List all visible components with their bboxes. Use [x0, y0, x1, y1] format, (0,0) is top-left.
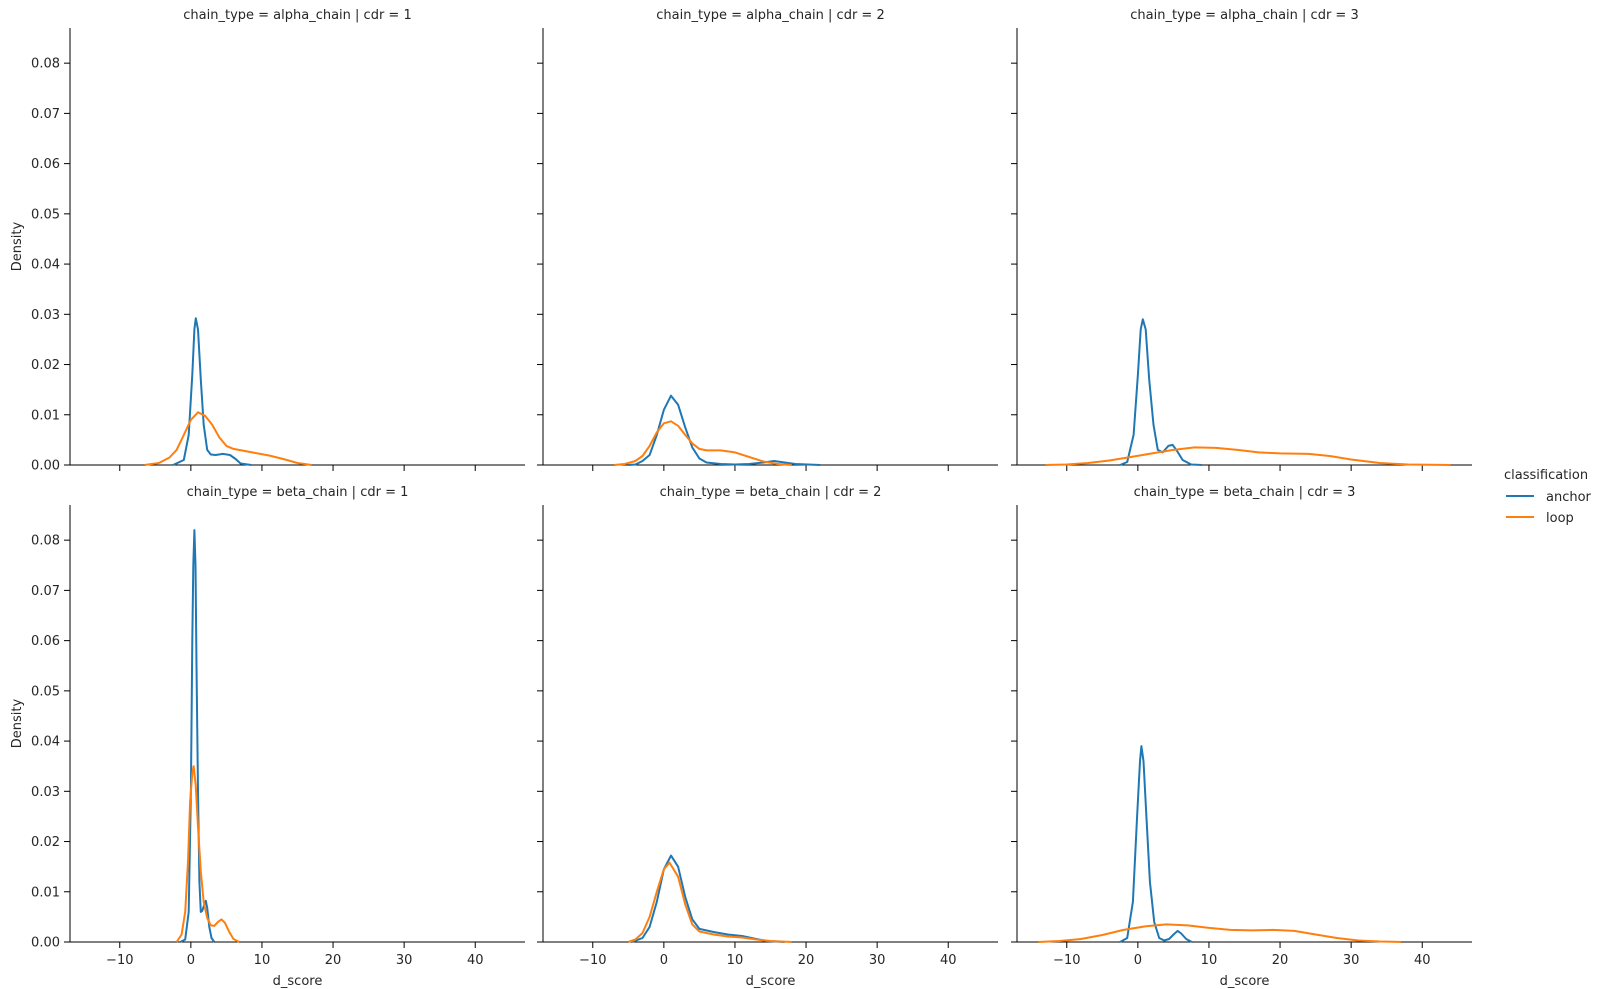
y-tick-label: 0.07: [31, 107, 60, 122]
legend-entries: anchor loop: [1506, 490, 1592, 526]
y-tick-label: 0.06: [31, 634, 60, 649]
y-tick-label: 0.08: [31, 534, 60, 549]
x-tick-label: 20: [325, 953, 342, 968]
x-axis-label: d_score: [1220, 974, 1270, 989]
y-tick-label: 0.02: [31, 358, 60, 373]
y-tick-label: 0.03: [31, 308, 60, 323]
x-tick-label: 40: [467, 953, 484, 968]
facet-panel-6: chain_type = beta_chain | cdr = 3 −10 0 10 2…: [1011, 485, 1472, 989]
density-curve-loop: [627, 861, 792, 943]
x-axis-label: d_score: [273, 974, 323, 989]
panel-title: chain_type = beta_chain | cdr = 2: [660, 485, 882, 500]
y-axis-label: Density: [10, 221, 25, 271]
legend-title: classification: [1504, 468, 1588, 483]
y-tick-label: 0.00: [31, 936, 60, 951]
panel-title: chain_type = beta_chain | cdr = 1: [187, 485, 409, 500]
y-tick-label: 0.03: [31, 785, 60, 800]
x-tick-label: 20: [1272, 953, 1289, 968]
density-curve-anchor: [179, 529, 216, 943]
y-tick-label: 0.07: [31, 584, 60, 599]
x-tick-label: 20: [798, 953, 815, 968]
x-tick-label: −10: [106, 953, 133, 968]
y-tick-label: 0.05: [31, 207, 60, 222]
y-tick-label: 0.08: [31, 57, 60, 72]
y-tick-label: 0.06: [31, 157, 60, 172]
density-curve-anchor: [172, 317, 252, 466]
x-tick-label: 40: [1414, 953, 1431, 968]
facet-panel-5: chain_type = beta_chain | cdr = 2 −10 0 10 2…: [537, 485, 998, 989]
facet-grid: chain_type = alpha_chain | cdr = 1 0.00 0.…: [10, 8, 1472, 989]
x-tick-label: 40: [940, 953, 957, 968]
legend: classification anchor loop: [1504, 468, 1592, 526]
density-curve-anchor: [1119, 745, 1193, 943]
density-curve-anchor: [1119, 318, 1202, 466]
density-curve-loop: [175, 765, 240, 943]
y-tick-label: 0.04: [31, 735, 60, 750]
panel-title: chain_type = alpha_chain | cdr = 1: [183, 8, 411, 23]
x-tick-label: 0: [1134, 953, 1142, 968]
x-tick-label: 30: [396, 953, 413, 968]
y-tick-label: 0.01: [31, 408, 60, 423]
facet-panel-3: chain_type = alpha_chain | cdr = 3: [1011, 8, 1472, 471]
density-curve-loop: [144, 411, 312, 466]
y-tick-label: 0.02: [31, 835, 60, 850]
y-tick-label: 0.05: [31, 684, 60, 699]
x-tick-label: −10: [579, 953, 606, 968]
x-tick-label: 10: [727, 953, 744, 968]
x-tick-label: 0: [187, 953, 195, 968]
y-tick-label: 0.04: [31, 258, 60, 273]
facet-panel-4: chain_type = beta_chain | cdr = 1 0.00 0.0…: [10, 485, 525, 989]
x-tick-label: 10: [1201, 953, 1218, 968]
density-curve-loop: [1038, 923, 1401, 943]
panel-title: chain_type = beta_chain | cdr = 3: [1134, 485, 1356, 500]
x-tick-label: −10: [1053, 953, 1080, 968]
density-curve-loop: [1045, 446, 1451, 466]
y-tick-label: 0.01: [31, 885, 60, 900]
legend-entry-loop: loop: [1506, 511, 1574, 526]
legend-entry-anchor: anchor: [1506, 490, 1592, 505]
facet-panel-2: chain_type = alpha_chain | cdr = 2: [537, 8, 998, 471]
facet-panel-1: chain_type = alpha_chain | cdr = 1 0.00 0.…: [10, 8, 525, 474]
x-tick-label: 10: [254, 953, 271, 968]
density-curve-anchor: [628, 394, 821, 466]
legend-label: anchor: [1546, 490, 1592, 505]
legend-label: loop: [1546, 511, 1574, 526]
x-tick-label: 0: [660, 953, 668, 968]
density-curve-loop: [614, 420, 792, 466]
x-tick-label: 30: [1343, 953, 1360, 968]
panel-title: chain_type = alpha_chain | cdr = 2: [656, 8, 884, 23]
panel-title: chain_type = alpha_chain | cdr = 3: [1130, 8, 1358, 23]
x-tick-label: 30: [869, 953, 886, 968]
y-axis-label: Density: [10, 698, 25, 748]
y-tick-label: 0.00: [31, 459, 60, 474]
x-axis-label: d_score: [746, 974, 796, 989]
